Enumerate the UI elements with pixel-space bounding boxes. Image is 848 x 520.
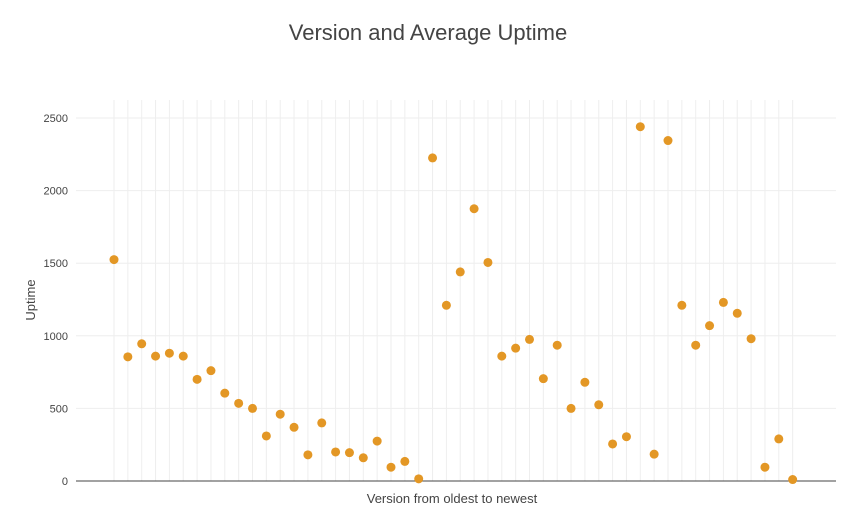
data-point	[552, 340, 562, 350]
data-point	[441, 300, 451, 310]
data-point	[580, 377, 590, 387]
grid-lines	[76, 100, 836, 481]
data-point	[109, 255, 119, 265]
data-point	[248, 403, 257, 413]
data-point	[192, 374, 202, 384]
y-tick-label: 2000	[44, 186, 68, 198]
data-point	[469, 204, 479, 214]
data-point	[788, 475, 798, 485]
y-tick-label: 0	[62, 476, 68, 488]
data-points	[109, 122, 798, 485]
data-point	[732, 308, 742, 318]
data-point	[538, 374, 548, 384]
data-point	[400, 456, 410, 466]
data-point	[358, 453, 368, 463]
y-tick-label: 500	[50, 403, 68, 415]
data-point	[483, 257, 493, 267]
data-point	[275, 409, 285, 419]
data-point	[760, 462, 770, 472]
chart-title: Version and Average Uptime	[289, 20, 567, 45]
data-point	[497, 351, 507, 361]
y-axis-title: Uptime	[23, 279, 38, 320]
data-point	[220, 388, 230, 398]
data-point	[428, 153, 438, 163]
data-point	[621, 432, 631, 442]
data-point	[594, 400, 604, 410]
data-point	[414, 474, 424, 484]
y-tick-label: 2500	[44, 113, 68, 125]
data-point	[137, 339, 147, 349]
data-point	[746, 334, 756, 344]
data-point	[608, 439, 618, 449]
data-point	[566, 403, 576, 413]
data-point	[705, 321, 715, 331]
x-axis-title: Version from oldest to newest	[367, 491, 538, 506]
data-point	[649, 449, 659, 459]
data-point	[151, 351, 161, 361]
data-point	[677, 300, 687, 310]
data-point	[774, 434, 784, 444]
data-point	[455, 267, 465, 277]
data-point	[164, 348, 174, 358]
data-point	[234, 398, 244, 408]
data-point	[317, 418, 327, 428]
data-point	[511, 343, 521, 353]
data-point	[663, 136, 673, 146]
data-point	[525, 334, 534, 344]
data-point	[261, 431, 271, 441]
data-point	[344, 448, 354, 458]
data-point	[635, 122, 645, 132]
y-axis-ticks: 0 500 1000 1500 2000 2500	[44, 113, 68, 488]
data-point	[386, 462, 396, 472]
y-tick-label: 1500	[44, 258, 68, 270]
y-tick-label: 1000	[44, 331, 68, 343]
data-point	[303, 450, 313, 460]
data-point	[123, 352, 133, 362]
data-point	[372, 436, 382, 446]
data-point	[331, 447, 341, 457]
data-point	[289, 422, 299, 432]
data-point	[691, 340, 701, 350]
data-point	[718, 297, 728, 307]
data-point	[178, 351, 188, 361]
data-point	[206, 366, 216, 376]
